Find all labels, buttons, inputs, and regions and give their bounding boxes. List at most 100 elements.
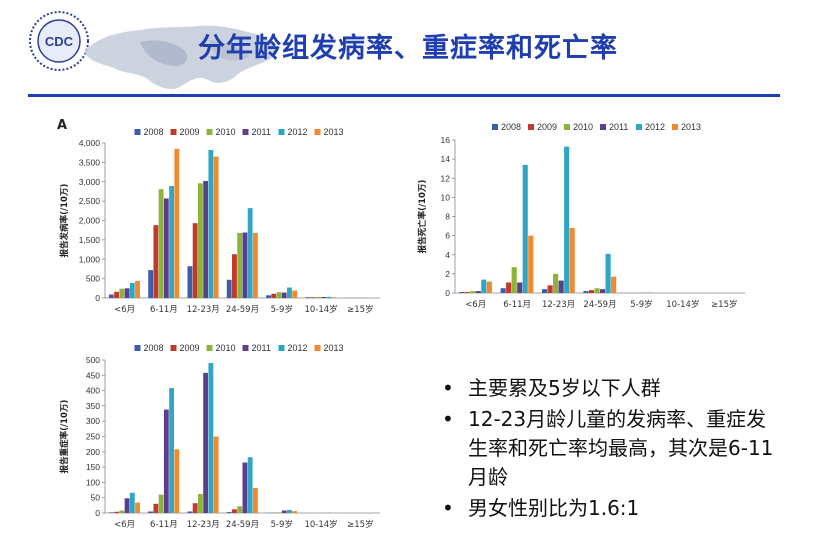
bar: [600, 289, 606, 293]
y-tick-label: 6: [445, 231, 450, 241]
bar: [569, 227, 575, 293]
legend-swatch: [206, 129, 213, 135]
y-tick-label: 0: [95, 508, 100, 518]
bar: [119, 510, 125, 513]
bullet-dot: •: [442, 376, 454, 400]
x-tick-label: 12-23月: [187, 305, 220, 315]
logo-text: CDC: [45, 34, 74, 49]
x-tick-label: 24-59月: [226, 305, 259, 315]
legend-swatch: [564, 124, 570, 130]
bar: [242, 462, 248, 513]
bar: [163, 409, 169, 513]
y-tick-label: 0: [445, 288, 450, 298]
x-tick-label: 10-14岁: [304, 304, 337, 315]
legend-label: 2013: [681, 122, 701, 132]
key-findings-list: • 主要累及5岁以下人群 • 12-23月龄儿童的发病率、重症发生率和死亡率均最高，…: [440, 374, 780, 525]
legend-label: 2009: [180, 343, 200, 353]
bar: [232, 509, 237, 513]
death-rate-chart: 2008 2009 2010 2011 2012 2013 0 2 4 6 8 10 12 14 16 报告死…: [417, 122, 745, 310]
bar: [281, 292, 287, 298]
y-tick-label: 1,000: [79, 254, 101, 264]
bar: [611, 276, 617, 293]
bar: [163, 198, 169, 298]
legend-swatch: [672, 124, 678, 130]
bar: [129, 492, 135, 513]
y-tick-label: 100: [86, 477, 100, 487]
y-tick-label: 3,500: [79, 157, 101, 167]
bar: [266, 295, 271, 298]
title-divider: [28, 94, 780, 97]
bar: [119, 288, 125, 298]
y-tick-label: 8: [445, 212, 450, 222]
y-tick-label: 2,000: [79, 216, 101, 226]
x-tick-label: 6-11月: [150, 305, 178, 315]
bar: [588, 290, 595, 293]
bar: [237, 506, 243, 513]
legend-swatch: [242, 345, 249, 351]
legend-swatch: [636, 124, 642, 130]
bullet-item: • 主要累及5岁以下人群: [440, 374, 780, 403]
bar: [271, 293, 277, 298]
x-tick-label: 10-14岁: [666, 299, 699, 310]
x-tick-label: 6-11月: [150, 520, 178, 530]
x-tick-label: 12-23月: [187, 520, 220, 530]
bar: [187, 511, 193, 513]
bar: [305, 297, 311, 298]
legend-swatch: [170, 129, 177, 135]
y-tick-label: 10: [441, 192, 451, 202]
bar: [326, 296, 332, 298]
y-axis-label: 报告发病率(/10万): [59, 184, 70, 258]
legend-swatch: [242, 129, 249, 135]
y-tick-label: 1,500: [79, 235, 101, 245]
x-tick-label: 5-9岁: [271, 519, 293, 530]
bar: [281, 510, 287, 513]
x-tick-label: 6-11月: [503, 300, 531, 310]
bar: [158, 189, 164, 298]
bullet-item: • 男女性别比为1.6:1: [440, 494, 780, 523]
bar: [203, 180, 209, 298]
bar: [148, 511, 154, 513]
bar: [287, 287, 292, 298]
x-tick-label: 5-9岁: [630, 299, 652, 310]
bar: [506, 282, 512, 293]
bar: [292, 290, 298, 298]
legend-label: 2011: [252, 127, 271, 137]
bar: [564, 146, 570, 293]
bullet-text: 12-23月龄儿童的发病率、重症发生率和死亡率均最高，其次是6-11月龄: [468, 407, 774, 489]
bar: [547, 285, 553, 293]
bar: [583, 291, 589, 293]
bar: [594, 288, 600, 293]
legend-label: 2013: [324, 343, 344, 353]
bar: [242, 232, 248, 298]
bar: [169, 388, 175, 513]
x-tick-label: 10-14岁: [304, 519, 337, 530]
bar: [475, 291, 481, 293]
bar: [558, 280, 564, 293]
bar: [226, 279, 232, 298]
y-tick-label: 350: [86, 401, 100, 411]
bar: [124, 498, 130, 513]
bar: [208, 149, 214, 298]
bar: [276, 512, 282, 513]
legend-label: 2010: [216, 343, 236, 353]
x-tick-label: <6月: [114, 520, 135, 530]
legend-swatch: [314, 345, 321, 351]
x-tick-label: 5-9岁: [271, 304, 293, 315]
y-tick-label: 16: [441, 135, 451, 145]
y-tick-label: 4,000: [79, 138, 101, 148]
bar: [135, 502, 140, 513]
bar: [192, 223, 198, 298]
cdc-logo: CDC: [29, 11, 89, 71]
bar: [169, 186, 175, 298]
legend-label: 2009: [537, 122, 557, 132]
x-tick-label: 12-23月: [542, 300, 575, 310]
y-tick-label: 2: [445, 269, 450, 279]
x-tick-label: <6月: [114, 305, 135, 315]
y-axis-label: 报告死亡率(/10万): [417, 180, 428, 254]
bar: [464, 292, 470, 293]
bar: [605, 253, 611, 293]
bar: [114, 291, 120, 298]
legend-swatch: [134, 345, 141, 351]
legend-label: 2012: [288, 343, 308, 353]
x-tick-label: 24-59月: [226, 520, 259, 530]
